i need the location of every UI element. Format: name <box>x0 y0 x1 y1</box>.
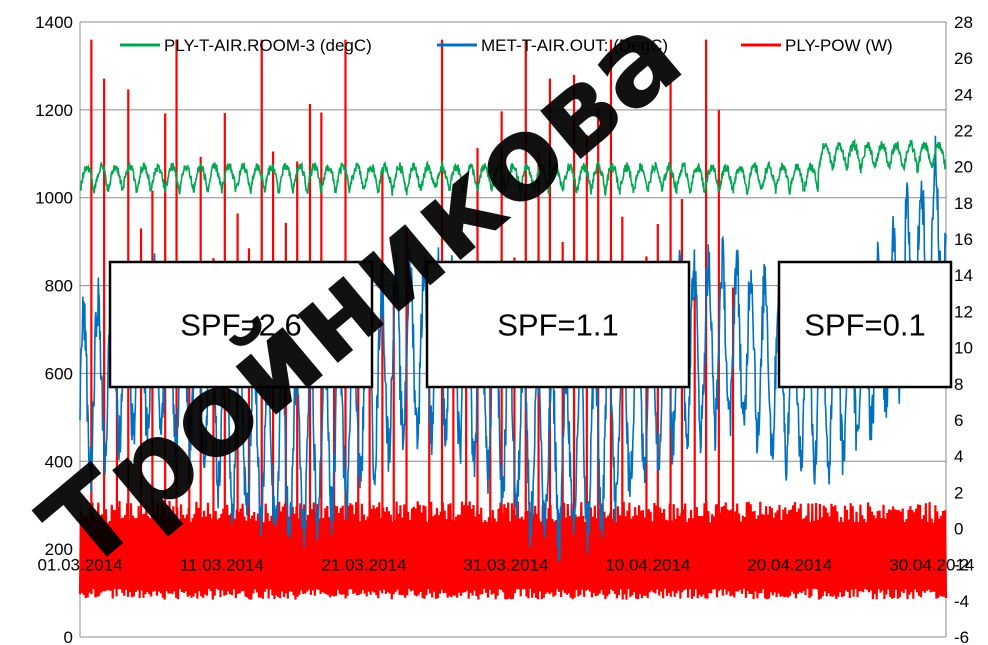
y-right-tick-label: -6 <box>954 628 969 645</box>
y-right-tick-label: 16 <box>954 230 973 249</box>
y-left-tick-label: 200 <box>45 540 73 559</box>
y-left-tick-label: 600 <box>45 364 73 383</box>
x-tick-label: 21.03.2014 <box>321 556 406 575</box>
y-right-tick-label: -2 <box>954 556 969 575</box>
spf-annotation-label: SPF=0.1 <box>804 308 926 343</box>
x-tick-label: 30.04.2014 <box>889 556 974 575</box>
y-right-tick-label: 20 <box>954 158 973 177</box>
spf-annotation-label: SPF=1.1 <box>497 308 619 343</box>
legend-label: PLY-T-AIR.ROOM-3 (degC) <box>164 36 372 55</box>
y-left-tick-label: 400 <box>45 452 73 471</box>
y-right-tick-label: 22 <box>954 122 973 141</box>
x-tick-label: 01.03.2014 <box>37 556 122 575</box>
y-right-tick-label: 26 <box>954 49 973 68</box>
y-left-tick-label: 1000 <box>35 189 73 208</box>
spf-annotation-label: SPF=2.6 <box>180 308 302 343</box>
legend: PLY-T-AIR.ROOM-3 (degC) MET-T-AIR.OUT: (D… <box>120 36 893 55</box>
y-left-tick-label: 1200 <box>35 101 73 120</box>
y-right-tick-label: -4 <box>954 592 969 611</box>
y-right-tick-label: 2 <box>954 483 963 502</box>
y-right-tick-label: 14 <box>954 266 973 285</box>
y-right-tick-label: 0 <box>954 519 963 538</box>
y-right-tick-label: 18 <box>954 194 973 213</box>
y-right-tick-label: 24 <box>954 85 973 104</box>
x-tick-label: 11.03.2014 <box>180 556 264 575</box>
y-right-tick-label: 8 <box>954 375 963 394</box>
legend-label: PLY-POW (W) <box>785 36 893 55</box>
axes: 0200400600800100012001400-6-4-2024681012… <box>35 13 974 645</box>
spf-annotation-box <box>108 260 374 389</box>
y-right-tick-label: 10 <box>954 339 973 358</box>
series-line-room-temp <box>79 138 947 197</box>
y-right-tick-label: 6 <box>954 411 963 430</box>
y-left-tick-label: 800 <box>45 277 73 296</box>
y-right-tick-label: 12 <box>954 302 973 321</box>
annotations: SPF=2.6 SPF=1.1 SPF=0.1 <box>108 260 953 389</box>
x-tick-label: 10.04.2014 <box>605 556 690 575</box>
legend-label: MET-T-AIR.OUT: (DegC) <box>481 36 668 55</box>
x-tick-label: 31.03.2014 <box>463 556 548 575</box>
y-right-tick-label: 4 <box>954 447 963 466</box>
y-left-tick-label: 1400 <box>35 13 73 32</box>
series-line-power <box>78 500 948 600</box>
y-right-tick-label: 28 <box>954 13 973 32</box>
spf-annotation-box <box>425 260 691 389</box>
spf-annotation-box <box>777 260 953 389</box>
x-tick-label: 20.04.2014 <box>747 556 832 575</box>
y-left-tick-label: 0 <box>64 628 73 645</box>
